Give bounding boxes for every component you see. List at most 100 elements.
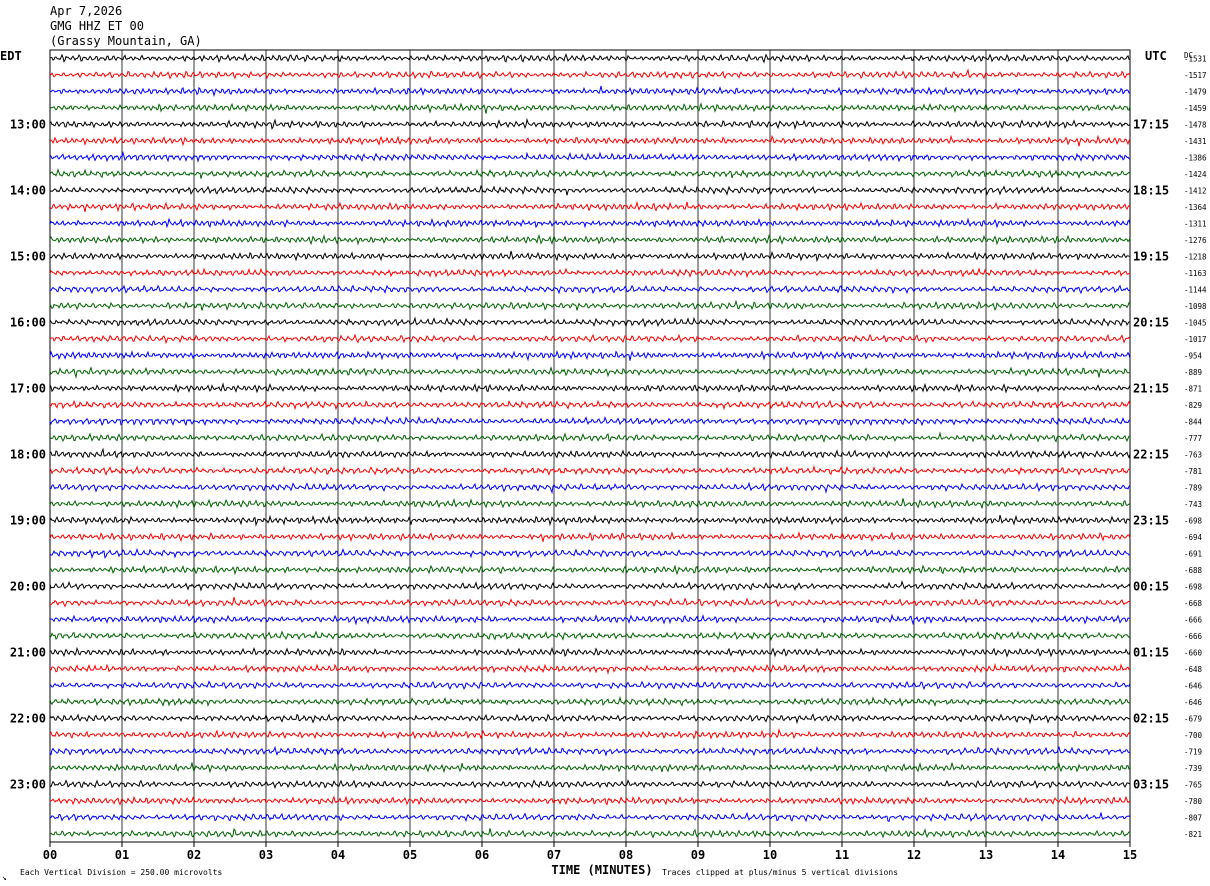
dc-offset-label: -763 [1184, 450, 1202, 459]
seismic-trace [49, 85, 1131, 98]
seismic-trace [49, 779, 1131, 790]
seismic-trace [49, 184, 1131, 196]
edt-axis-label: EDT [0, 49, 22, 63]
x-tick-label: 15 [1123, 848, 1137, 862]
edt-hour-label: 17:00 [10, 381, 46, 395]
x-axis-title: TIME (MINUTES) [551, 863, 652, 877]
seismic-trace [49, 680, 1131, 691]
seismic-trace [49, 267, 1131, 279]
seismic-trace [49, 761, 1131, 774]
seismic-trace [49, 530, 1131, 543]
x-tick-label: 12 [907, 848, 921, 862]
dc-offset-label: -781 [1184, 467, 1202, 476]
seismic-trace [49, 727, 1131, 740]
x-tick-label: 00 [43, 848, 57, 862]
seismic-trace [49, 299, 1131, 312]
dc-offset-label: -679 [1184, 714, 1202, 723]
dc-offset-label: -694 [1184, 533, 1203, 542]
seismic-trace [49, 713, 1131, 725]
seismic-trace [49, 284, 1131, 295]
dc-offset-label: -660 [1184, 648, 1203, 657]
utc-hour-label: 00:15 [1133, 579, 1169, 593]
x-tick-label: 05 [403, 848, 417, 862]
seismic-trace [49, 695, 1131, 708]
seismic-trace [49, 217, 1131, 229]
utc-hour-label: 02:15 [1133, 711, 1169, 725]
dc-offset-label: -1276 [1184, 236, 1207, 245]
dc-offset-label: -719 [1184, 747, 1202, 756]
dc-offset-label: -871 [1184, 384, 1202, 393]
x-tick-label: 09 [691, 848, 705, 862]
seismic-trace [49, 580, 1131, 592]
edt-hour-label: 20:00 [10, 579, 46, 593]
dc-offset-label: -688 [1184, 566, 1203, 575]
utc-hour-label: 22:15 [1133, 447, 1169, 461]
dc-offset-label: -1364 [1184, 203, 1207, 212]
dc-offset-label: -666 [1184, 632, 1203, 641]
dc-offset-label: -1479 [1184, 87, 1207, 96]
seismic-trace [49, 250, 1131, 263]
seismic-trace [49, 646, 1131, 658]
dc-offset-label: -1517 [1184, 71, 1207, 80]
seismic-trace [49, 150, 1131, 163]
seismic-trace [49, 795, 1131, 806]
seismic-trace [49, 200, 1131, 213]
dc-offset-label: -1144 [1184, 285, 1207, 294]
seismic-trace [49, 481, 1131, 495]
edt-hour-label: 22:00 [10, 711, 46, 725]
dc-offset-label: -954 [1184, 351, 1203, 360]
dc-offset-label: -1098 [1184, 302, 1207, 311]
dc-offset-label: -807 [1184, 813, 1202, 822]
dc-offset-label: -821 [1184, 830, 1202, 839]
edt-hour-label: 16:00 [10, 315, 46, 329]
x-tick-label: 07 [547, 848, 561, 862]
dc-offset-label: -844 [1184, 417, 1203, 426]
edt-hour-label: 13:00 [10, 117, 46, 131]
dc-offset-label: -1424 [1184, 170, 1207, 179]
seismic-trace [49, 52, 1131, 64]
dc-offset-label: -1412 [1184, 186, 1207, 195]
dc-offset-label: -1045 [1184, 318, 1207, 327]
dc-offset-label: -691 [1184, 549, 1202, 558]
seismic-trace [49, 117, 1131, 130]
dc-offset-label: -648 [1184, 665, 1203, 674]
seismic-trace [49, 68, 1131, 80]
seismic-trace [49, 233, 1131, 246]
dc-offset-label: -1459 [1184, 104, 1207, 113]
seismic-trace [49, 350, 1131, 362]
utc-axis-label: UTC [1145, 49, 1167, 63]
seismic-trace [49, 514, 1131, 527]
plot-frame [49, 49, 1131, 843]
dc-column-label: DC [1184, 51, 1193, 60]
dc-offset-label: -829 [1184, 401, 1202, 410]
seismic-trace [49, 447, 1131, 460]
dc-offset-label: -668 [1184, 599, 1203, 608]
edt-hour-label: 18:00 [10, 447, 46, 461]
dc-offset-label: -889 [1184, 368, 1202, 377]
seismic-trace [49, 811, 1131, 823]
seismic-trace [49, 828, 1131, 839]
seismic-trace [49, 399, 1131, 411]
seismic-trace [49, 382, 1131, 394]
dc-offset-label: -1017 [1184, 335, 1207, 344]
x-tick-label: 10 [763, 848, 777, 862]
x-tick-label: 08 [619, 848, 633, 862]
utc-hour-label: 03:15 [1133, 777, 1169, 791]
dc-offset-label: -1163 [1184, 269, 1207, 278]
dc-offset-label: -698 [1184, 582, 1203, 591]
seismic-trace [49, 102, 1131, 114]
x-tick-label: 03 [259, 848, 273, 862]
utc-hour-label: 17:15 [1133, 117, 1169, 131]
seismic-trace [49, 613, 1130, 626]
seismic-trace [49, 134, 1131, 147]
dc-offset-label: -646 [1184, 698, 1203, 707]
x-tick-label: 06 [475, 848, 489, 862]
corner-mark: ↘ [2, 873, 7, 882]
dc-offset-label: -1386 [1184, 153, 1207, 162]
date-label: Apr 7,2026 [50, 4, 123, 18]
edt-hour-label: 14:00 [10, 183, 46, 197]
dc-offset-label: -1218 [1184, 252, 1207, 261]
x-tick-label: 14 [1051, 848, 1065, 862]
edt-hour-label: 15:00 [10, 249, 46, 263]
